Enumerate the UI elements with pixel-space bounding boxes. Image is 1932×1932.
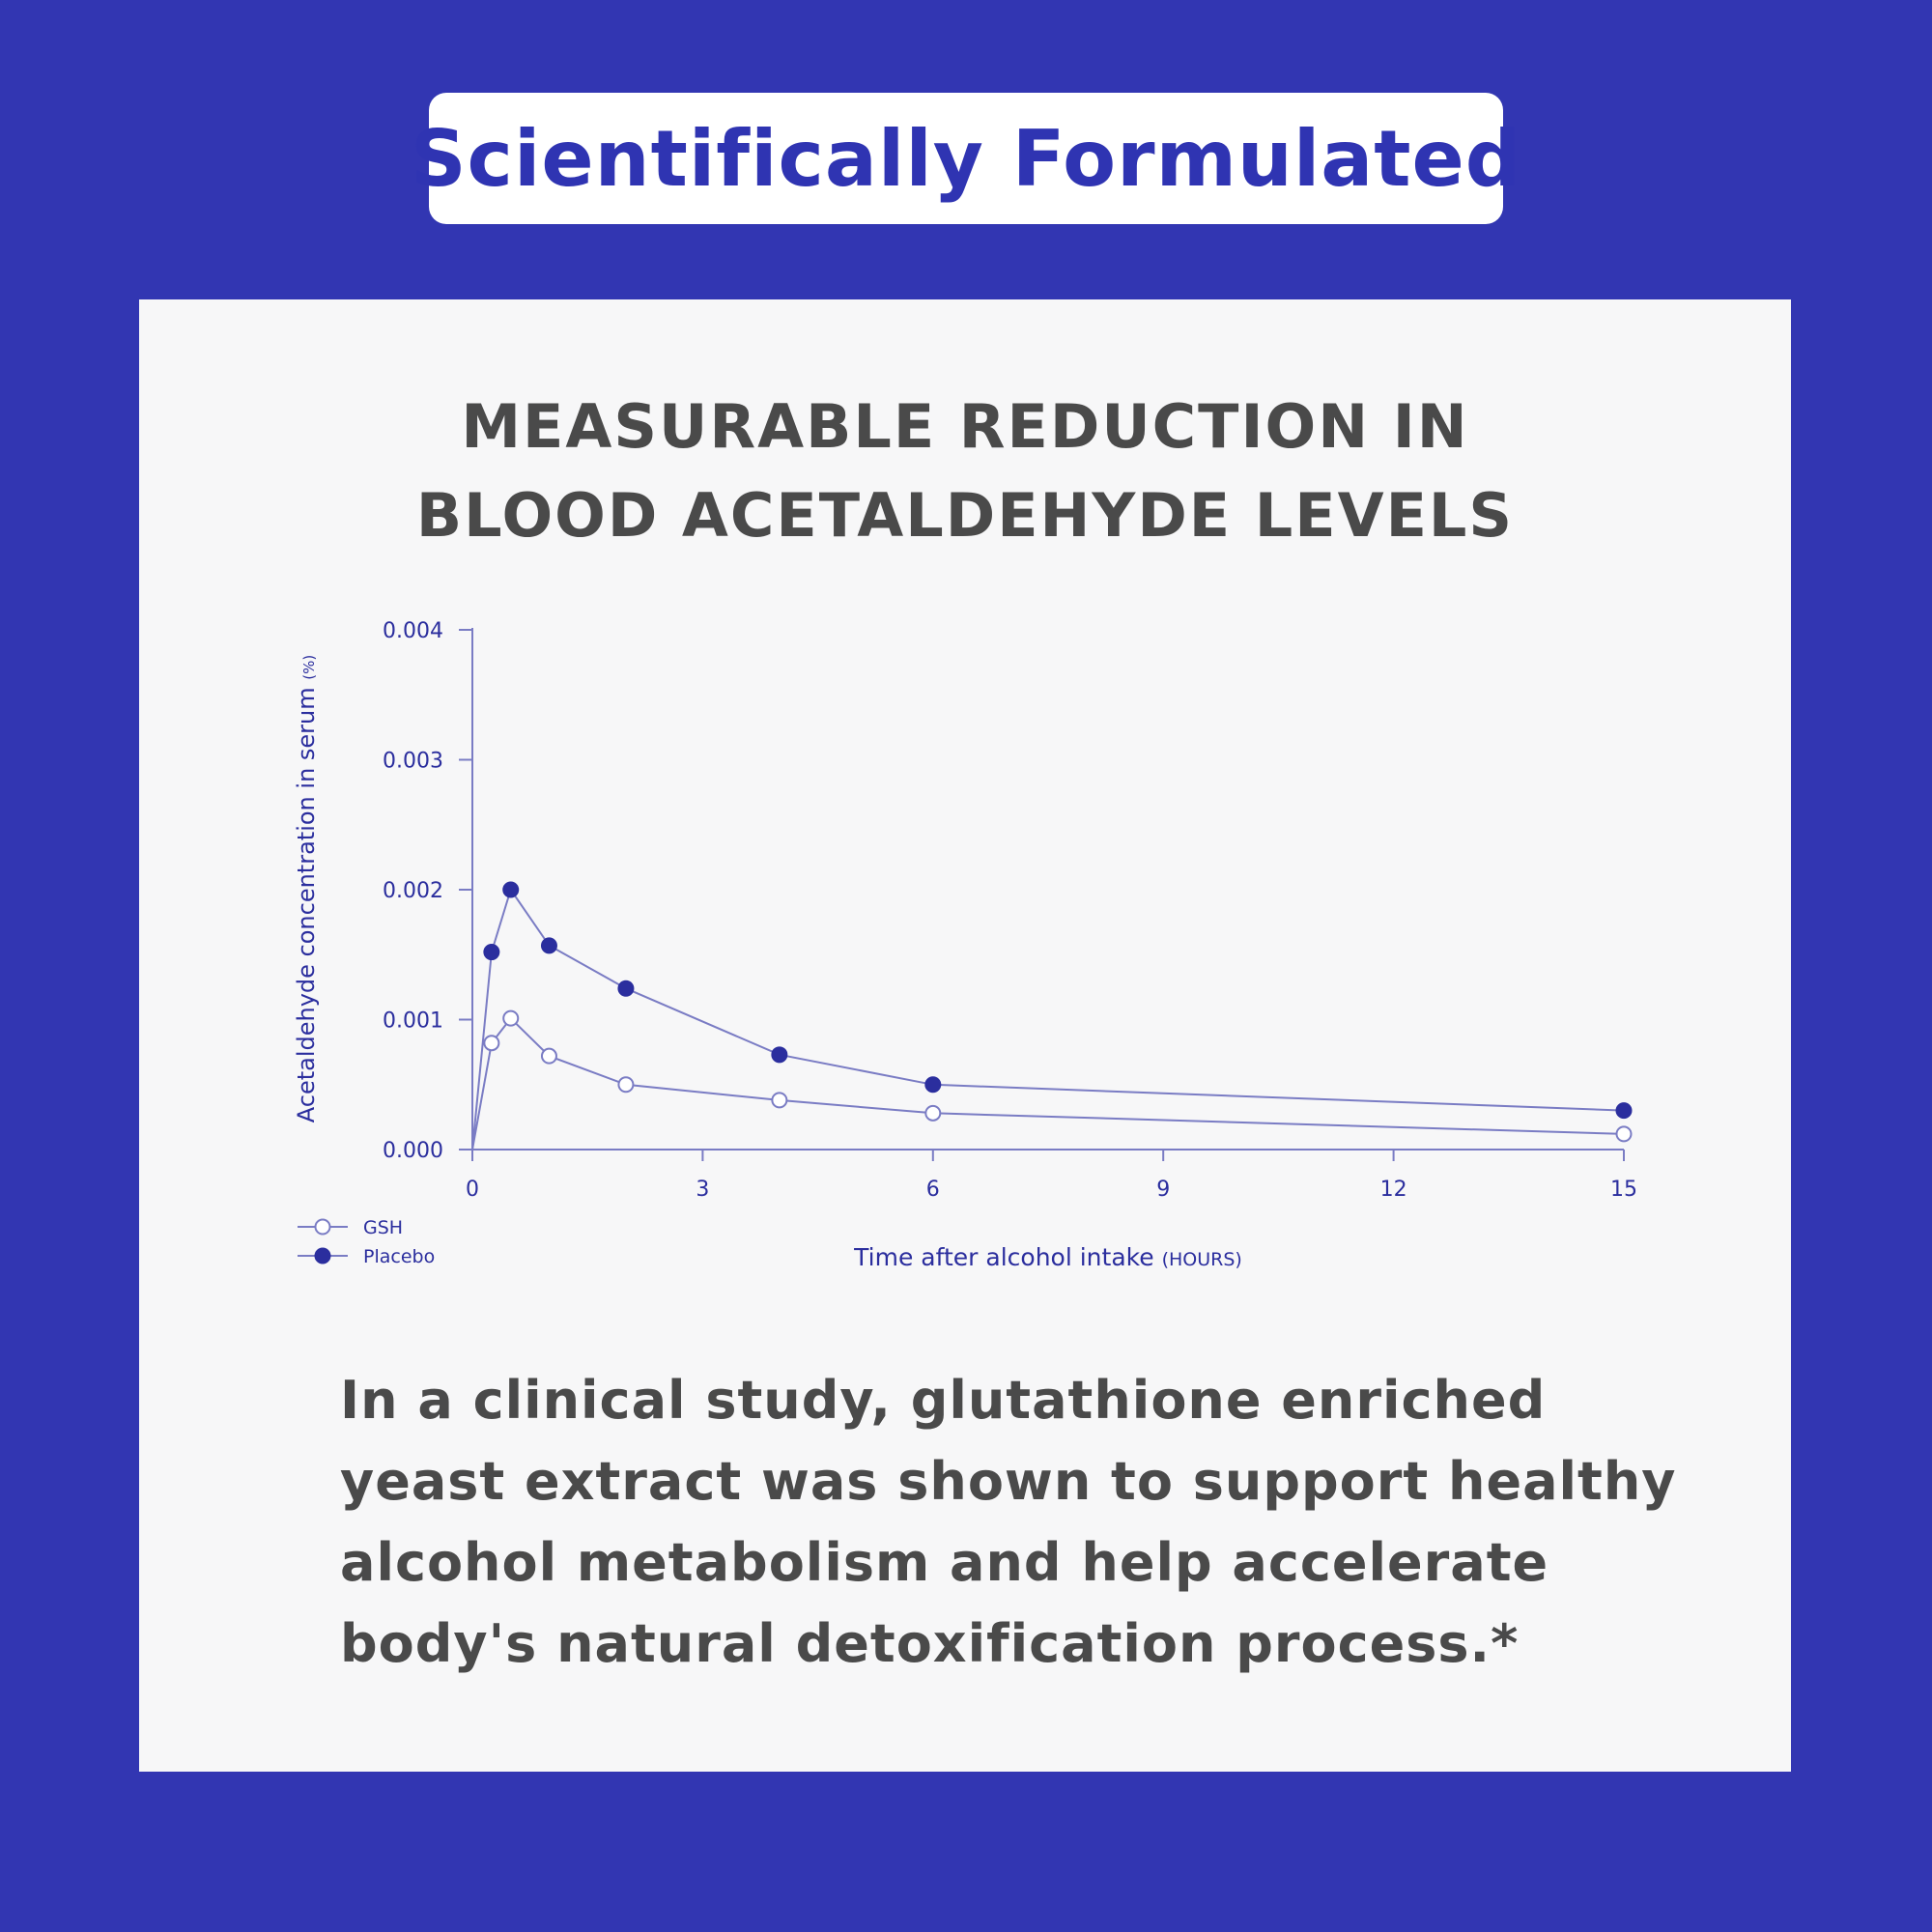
x-tick-label: 6: [926, 1178, 940, 1202]
header-title: Scientifically Formulated: [410, 113, 1522, 204]
y-tick-label: 0.000: [383, 1139, 443, 1163]
data-point-gsh: [483, 1035, 500, 1052]
y-tick-label: 0.004: [383, 619, 443, 643]
line-chart: 0.000 0.001 0.002 0.003 0.004 0 3 6 9 12 15 Acetald…: [293, 619, 1637, 1271]
description-line-4: body's natural detoxification process.*: [340, 1613, 1520, 1674]
data-point-gsh: [1615, 1125, 1633, 1143]
x-tick-label: 9: [1156, 1178, 1170, 1202]
x-tick-label: 15: [1610, 1178, 1637, 1202]
data-point-placebo: [483, 944, 500, 961]
data-point-gsh: [617, 1076, 635, 1094]
chart-card: MEASURABLE REDUCTION IN BLOOD ACETALDEHY…: [139, 299, 1791, 1772]
data-point-placebo: [502, 881, 520, 898]
x-tick-label: 3: [696, 1178, 709, 1202]
y-axis-label: Acetaldehyde concentration in serum (%): [293, 655, 320, 1122]
chart-title-line-1: MEASURABLE REDUCTION IN: [461, 391, 1469, 462]
data-point-placebo: [771, 1046, 788, 1064]
data-point-gsh: [502, 1009, 520, 1027]
x-axis-label-unit: (HOURS): [1162, 1249, 1242, 1270]
data-point-placebo: [1615, 1102, 1633, 1120]
x-tick-label: 0: [466, 1178, 479, 1202]
data-point-placebo: [617, 980, 635, 997]
series-line-placebo: [471, 887, 1625, 1151]
y-tick-label: 0.002: [383, 879, 443, 903]
x-tick-label: 12: [1380, 1178, 1407, 1202]
legend-label-placebo: Placebo: [363, 1246, 435, 1267]
x-axis-label: Time after alcohol intake (HOURS): [853, 1243, 1242, 1271]
y-tick-label: 0.001: [383, 1009, 443, 1034]
description-line-1: In a clinical study, glutathione enriche…: [340, 1370, 1547, 1431]
chart-title-line-2: BLOOD ACETALDEHYDE LEVELS: [415, 480, 1515, 551]
y-tick-label: 0.003: [383, 750, 443, 774]
description-line-3: alcohol metabolism and help accelerate: [340, 1532, 1549, 1593]
data-point-gsh: [540, 1047, 557, 1065]
legend-marker-placebo: [314, 1247, 331, 1264]
y-axis-label-text: Acetaldehyde concentration in serum: [293, 680, 320, 1123]
legend-marker-gsh: [314, 1218, 331, 1236]
x-axis-label-text: Time after alcohol intake: [853, 1243, 1161, 1271]
header-banner: Scientifically Formulated: [411, 93, 1520, 224]
data-point-gsh: [771, 1092, 788, 1109]
legend-label-gsh: GSH: [363, 1217, 403, 1238]
series-line-gsh: [471, 1016, 1625, 1151]
y-axis-label-unit: (%): [300, 655, 318, 680]
description-line-2: yeast extract was shown to support healt…: [340, 1451, 1677, 1512]
data-point-placebo: [540, 937, 557, 954]
data-point-gsh: [924, 1104, 942, 1122]
data-point-placebo: [924, 1076, 942, 1094]
study-description: In a clinical study, glutathione enriche…: [340, 1360, 1712, 1685]
chart-title: MEASURABLE REDUCTION IN BLOOD ACETALDEHY…: [139, 383, 1791, 560]
